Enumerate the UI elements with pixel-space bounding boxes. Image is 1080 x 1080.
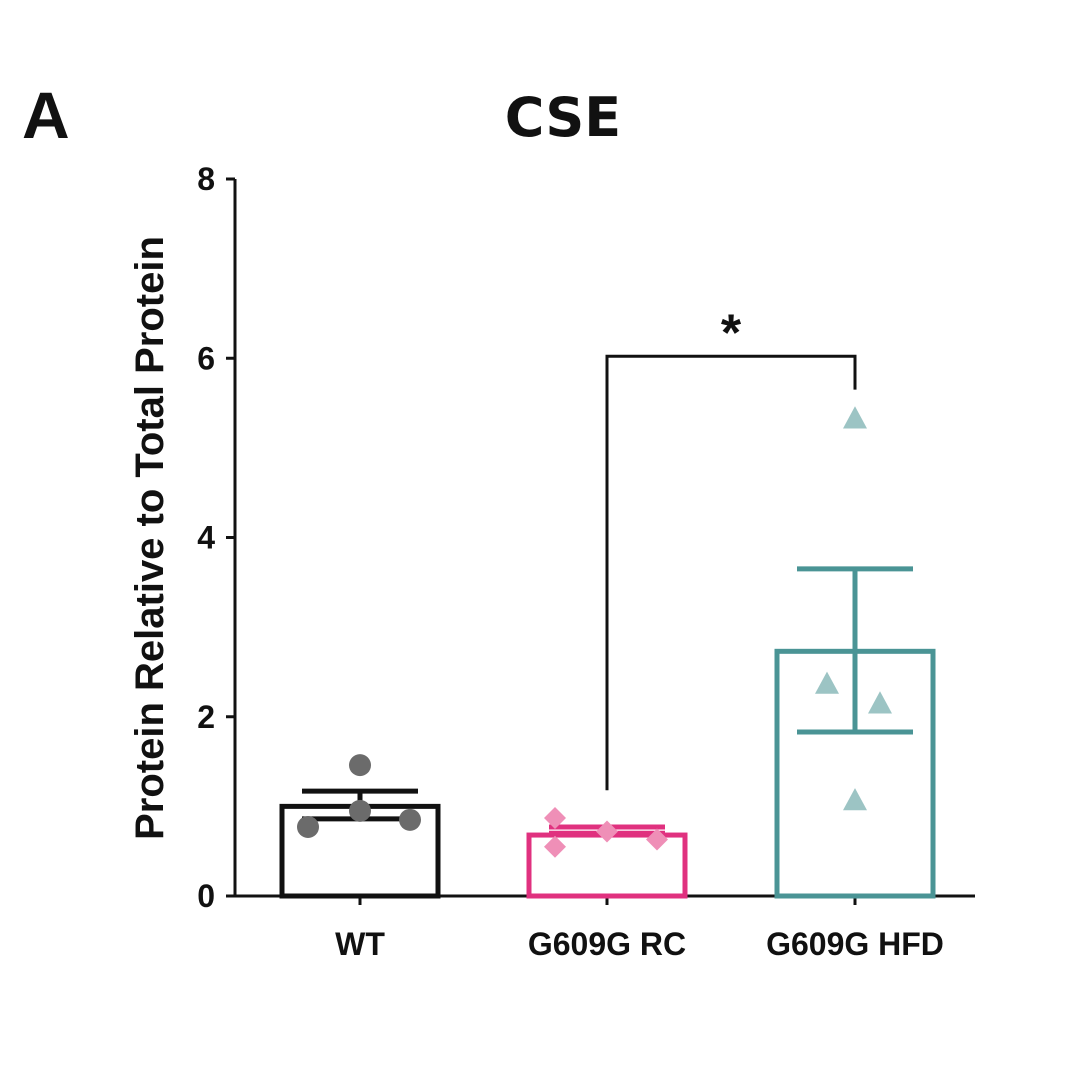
data-point — [399, 808, 421, 831]
panel-letter: A — [22, 78, 70, 152]
data-point — [544, 835, 566, 858]
y-tick-label: 4 — [197, 520, 215, 556]
data-point — [544, 807, 566, 830]
y-tick-label: 2 — [197, 699, 215, 735]
plot-area: 0 2 4 6 8 WT G609G RC G609G HFD * — [197, 161, 975, 962]
x-category-label: WT — [335, 926, 385, 962]
data-point — [596, 820, 618, 843]
chart-title: CSE — [505, 86, 621, 149]
data-point — [843, 788, 867, 811]
data-point — [297, 815, 319, 838]
data-point — [843, 406, 867, 429]
y-axis-label: Protein Relative to Total Protein — [128, 236, 172, 840]
significance-label: * — [721, 304, 742, 362]
y-tick-label: 8 — [197, 161, 215, 197]
data-point — [349, 754, 371, 777]
data-point — [349, 799, 371, 822]
x-category-label: G609G RC — [528, 926, 686, 962]
data-point — [646, 828, 668, 851]
data-point — [815, 671, 839, 694]
significance-bracket — [605, 354, 857, 791]
data-point — [868, 691, 892, 714]
y-tick-label: 6 — [197, 340, 215, 376]
y-tick-label: 0 — [197, 878, 215, 914]
x-category-label: G609G HFD — [766, 926, 944, 962]
